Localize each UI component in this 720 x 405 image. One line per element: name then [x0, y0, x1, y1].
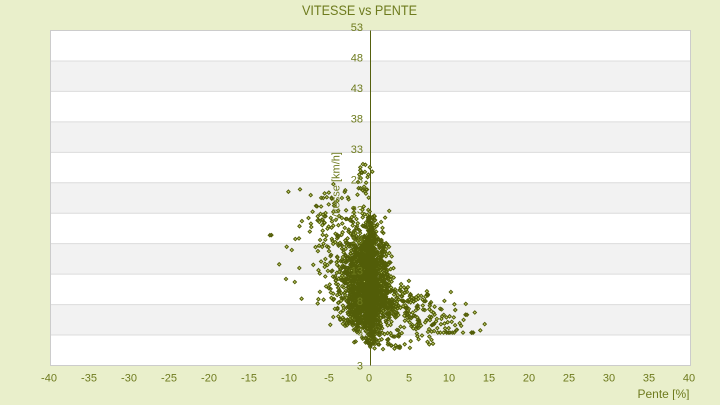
svg-text:Pente [%]: Pente [%]: [637, 387, 689, 400]
svg-text:13: 13: [351, 266, 363, 278]
svg-text:-25: -25: [161, 373, 177, 385]
svg-text:10: 10: [443, 373, 455, 385]
svg-text:43: 43: [351, 83, 363, 95]
svg-text:8: 8: [357, 296, 363, 308]
svg-text:3: 3: [357, 361, 363, 373]
svg-text:-35: -35: [81, 373, 97, 385]
svg-text:18: 18: [351, 235, 363, 247]
svg-text:53: 53: [351, 22, 363, 34]
svg-text:48: 48: [351, 52, 363, 64]
svg-text:5: 5: [406, 373, 412, 385]
svg-text:-30: -30: [121, 373, 137, 385]
svg-text:28: 28: [351, 174, 363, 186]
svg-text:25: 25: [563, 373, 575, 385]
svg-text:-20: -20: [201, 373, 217, 385]
svg-text:-40: -40: [41, 373, 57, 385]
svg-text:35: 35: [643, 373, 655, 385]
svg-text:3: 3: [357, 327, 363, 339]
svg-text:-15: -15: [241, 373, 257, 385]
svg-text:0: 0: [366, 373, 372, 385]
svg-text:33: 33: [351, 144, 363, 156]
svg-text:23: 23: [351, 205, 363, 217]
svg-text:15: 15: [483, 373, 495, 385]
svg-text:-5: -5: [324, 373, 334, 385]
svg-text:VITESSE vs PENTE: VITESSE vs PENTE: [302, 2, 417, 18]
svg-text:30: 30: [603, 373, 615, 385]
svg-text:20: 20: [523, 373, 535, 385]
svg-text:Vitesse [km/h]: Vitesse [km/h]: [331, 152, 343, 221]
svg-text:38: 38: [351, 113, 363, 125]
svg-text:40: 40: [683, 373, 695, 385]
svg-text:-10: -10: [281, 373, 297, 385]
